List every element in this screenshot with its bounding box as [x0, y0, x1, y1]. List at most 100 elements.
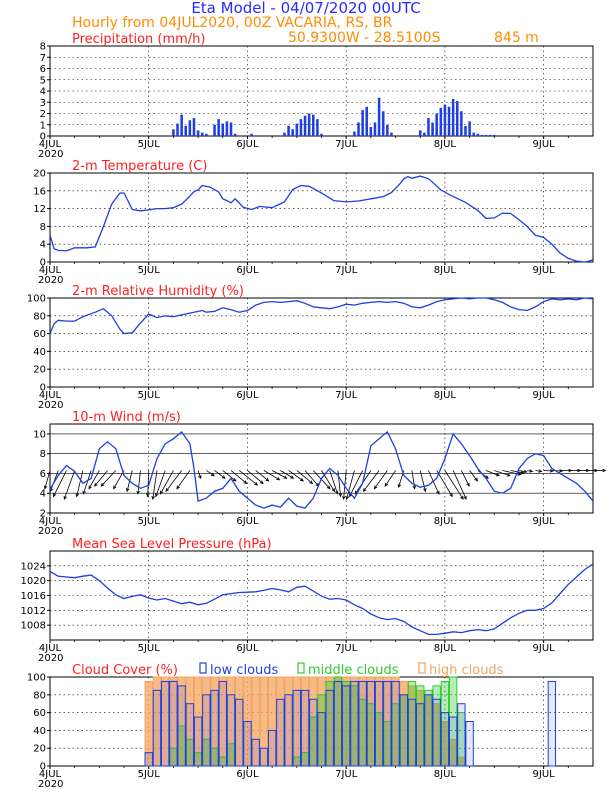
- mslp-ytick-label: 1016: [21, 591, 46, 602]
- precip-bar: [221, 123, 225, 136]
- precip-bar: [225, 121, 229, 136]
- low-cloud-bar: [547, 680, 557, 767]
- wind-vector-head: [254, 482, 259, 486]
- rh-panel: 0 20 40 60 80 100 4JUL 5JUL 6JUL 7JUL 8JUL 9JUL 2020…: [27, 284, 594, 411]
- cloud-xtick-label: 5JUL: [138, 769, 161, 780]
- wind-vector-head: [523, 469, 528, 474]
- precip-bar: [357, 122, 360, 136]
- legend-swatch-1: [297, 662, 305, 674]
- precip-bar: [291, 129, 294, 136]
- mslp-ytick-label: 1012: [21, 606, 46, 617]
- wind-vector: [551, 470, 563, 472]
- legend-label-2: high clouds: [429, 663, 504, 678]
- wind-vector: [137, 470, 141, 494]
- precip-bar: [283, 132, 286, 136]
- precip-bar: [476, 133, 480, 136]
- precip-bar: [427, 118, 430, 136]
- wind-vector: [461, 470, 470, 487]
- rh-xtick-label: 7JUL: [335, 390, 358, 401]
- temp-title: 2-m Temperature (C): [72, 159, 207, 174]
- wind-vector: [494, 470, 510, 477]
- cloud-xtick-label: 6JUL: [236, 769, 259, 780]
- legend-swatch-0: [199, 662, 207, 674]
- wind-vector: [230, 470, 247, 484]
- low-cloud-bar: [202, 694, 211, 767]
- cloud-ytick-label: 60: [33, 708, 46, 719]
- wind-vector-head: [517, 472, 522, 476]
- wind-vector: [63, 470, 76, 500]
- wind-vector: [535, 470, 542, 472]
- mslp-title: Mean Sea Level Pressure (hPa): [72, 537, 272, 552]
- mslp-panel: 1008 1012 1016 1020 1024 4JUL 5JUL 6JUL 7JUL 8JUL…: [21, 537, 594, 664]
- precip-bar: [418, 130, 422, 136]
- wind-vector-head: [449, 493, 453, 498]
- wind-vector-head: [602, 468, 607, 473]
- low-cloud-bar: [169, 680, 178, 767]
- wind-vector-head: [198, 475, 202, 480]
- wind-vector: [444, 470, 464, 500]
- low-cloud-bar: [193, 716, 203, 767]
- precip-ytick-label: 0: [40, 132, 46, 143]
- wind-vector-head: [342, 495, 346, 501]
- precip-bar: [311, 114, 315, 136]
- temp-line: [49, 175, 594, 263]
- wind-vector: [384, 470, 396, 487]
- wind-vector-head: [113, 485, 117, 490]
- wind-vector-head: [299, 477, 304, 482]
- wind-vector-head: [397, 483, 402, 488]
- wind-vector-head: [94, 482, 98, 487]
- rh-xtick-label: 4JUL: [39, 390, 62, 401]
- wind-vector: [543, 470, 554, 472]
- rh-year-label: 2020: [38, 400, 63, 411]
- wind-vector-head: [221, 475, 226, 479]
- mslp-ytick-label: 1020: [21, 576, 46, 587]
- precip-ytick-label: 1: [40, 120, 46, 131]
- cloud-title: Cloud Cover (%): [72, 663, 178, 678]
- precip-bar: [443, 104, 447, 136]
- temp-ytick-label: 4: [40, 240, 46, 251]
- legend-swatch-2: [418, 662, 426, 674]
- low-cloud-bar: [309, 698, 318, 767]
- wind-vector: [165, 470, 182, 492]
- wind-vector: [373, 470, 388, 489]
- cloud-xtick-label: 4JUL: [39, 769, 62, 780]
- rh-xtick-label: 9JUL: [533, 390, 556, 401]
- precip-bar: [233, 133, 237, 136]
- wind-vector-head: [549, 469, 554, 473]
- wind-vector-head: [151, 495, 155, 501]
- low-cloud-bar: [424, 694, 433, 767]
- precip-bar: [353, 131, 356, 136]
- cloud-xtick-label: 8JUL: [434, 769, 457, 780]
- precip-xtick-label: 9JUL: [533, 139, 556, 150]
- low-cloud-bar: [284, 694, 293, 767]
- wind-vector-head: [243, 480, 248, 485]
- low-cloud-bar: [276, 698, 285, 767]
- precip-ytick-label: 4: [40, 87, 46, 98]
- precip-title: Precipitation (mm/h): [72, 32, 205, 47]
- wind-xtick-label: 7JUL: [335, 516, 358, 527]
- precip-bar: [439, 107, 443, 136]
- wind-vector: [263, 470, 280, 481]
- mslp-xtick-label: 6JUL: [236, 643, 259, 654]
- wind-vector-head: [345, 495, 350, 500]
- precip-bar: [192, 118, 196, 136]
- low-cloud-bar: [448, 716, 458, 767]
- wind-vector: [288, 470, 304, 482]
- mslp-xtick-label: 5JUL: [138, 643, 161, 654]
- wind-xtick-label: 9JUL: [533, 516, 556, 527]
- wind-frame: [49, 423, 594, 514]
- wind-vector: [485, 470, 500, 477]
- wind-vector: [88, 470, 100, 489]
- rh-ytick-label: 80: [33, 311, 46, 322]
- precip-bar: [381, 111, 385, 136]
- cloud-panel: 0 20 40 60 80 100 4JUL 5JUL 6JUL 7JUL 8JUL 9JUL 2020…: [27, 662, 594, 790]
- precip-bar: [250, 133, 253, 136]
- cloud-xtick-label: 9JUL: [533, 769, 556, 780]
- cloud-ytick-label: 80: [33, 690, 46, 701]
- precip-bar: [287, 125, 290, 136]
- low-cloud-bar: [267, 729, 277, 767]
- wind-vector: [419, 470, 426, 492]
- mslp-ytick-label: 1008: [21, 621, 46, 632]
- wind-vector-head: [466, 482, 470, 487]
- precip-bar: [316, 119, 319, 136]
